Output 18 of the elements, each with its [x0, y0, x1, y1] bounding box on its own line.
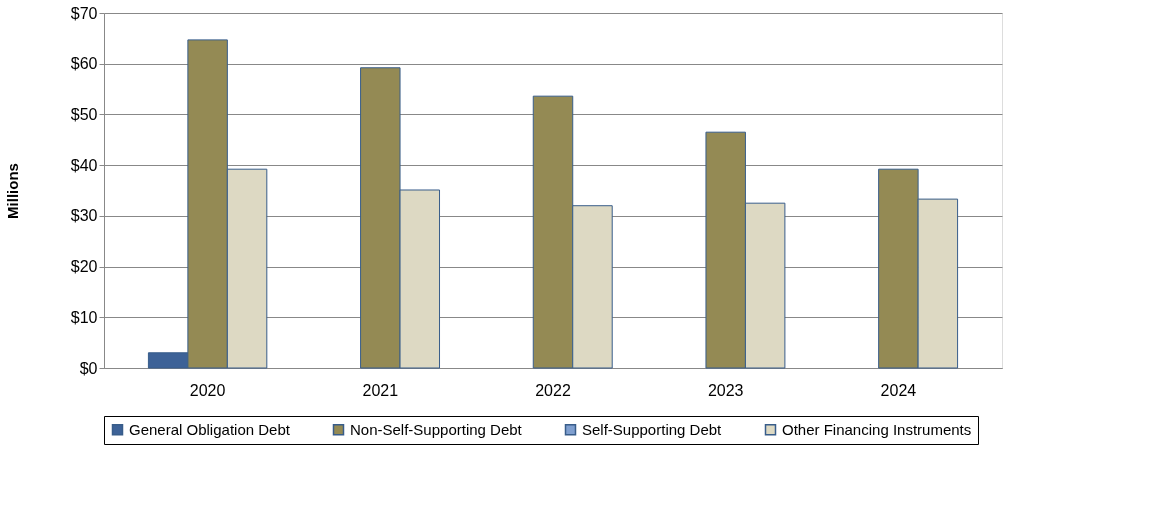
y-tick-label: $0: [79, 359, 98, 377]
y-tick-label: $70: [70, 4, 98, 22]
legend-label: Self-Supporting Debt: [582, 420, 723, 438]
y-tick-label: $20: [70, 258, 98, 276]
legend-label: General Obligation Debt: [129, 420, 291, 438]
y-tick-label: $30: [70, 207, 98, 225]
x-tick-label: 2024: [880, 381, 917, 399]
y-tick-label: $40: [70, 156, 98, 174]
x-tick-label: 2020: [189, 381, 226, 399]
legend-label: Non-Self-Supporting Debt: [350, 420, 523, 438]
x-tick-label: 2022: [535, 381, 571, 399]
legend-label: Other Financing Instruments: [782, 420, 972, 438]
y-tick-label: $60: [70, 55, 98, 73]
x-tick-label: 2021: [362, 381, 399, 399]
y-tick-label: $10: [70, 308, 98, 326]
y-tick-label: $50: [70, 105, 98, 123]
y-axis-title: Millions: [3, 163, 21, 219]
x-tick-label: 2023: [707, 381, 744, 399]
